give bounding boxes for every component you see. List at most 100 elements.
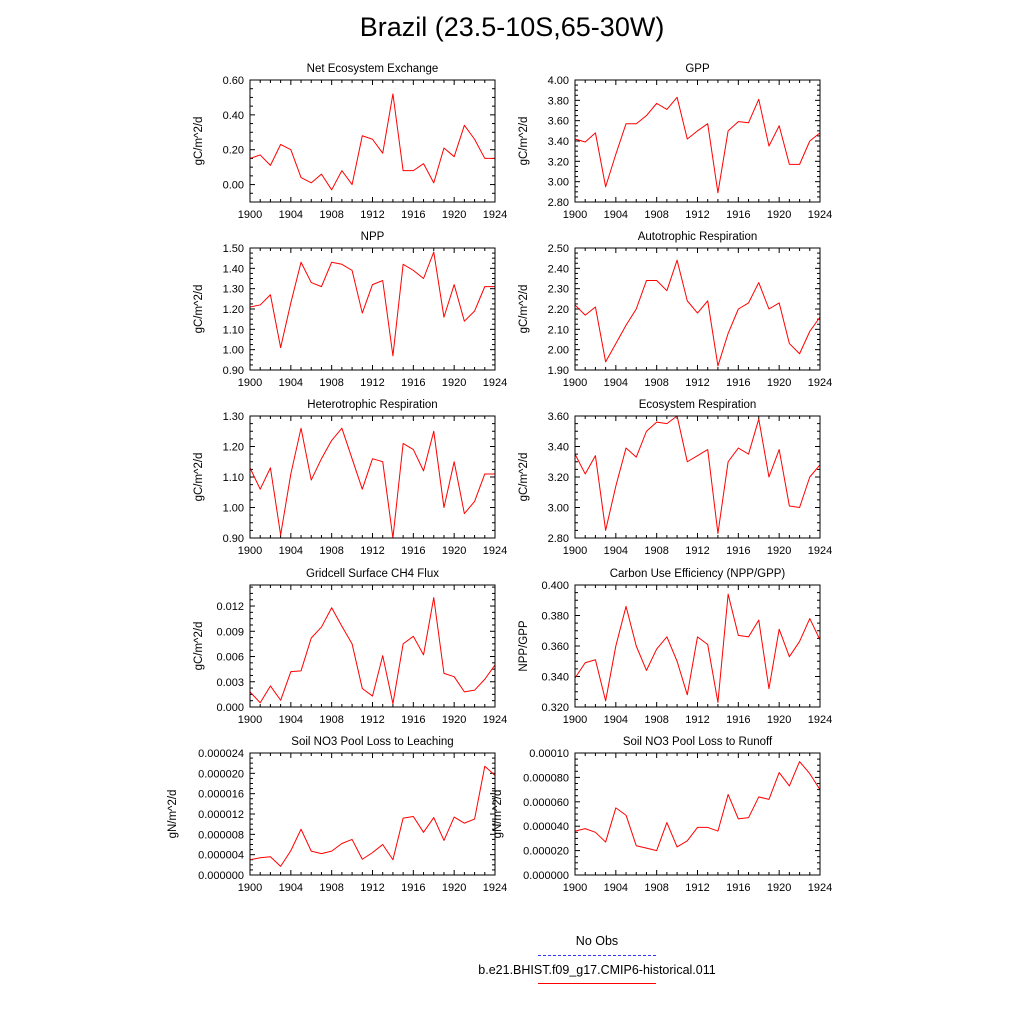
y-tick-label: 1.00 bbox=[223, 503, 244, 515]
y-tick-label: 0.340 bbox=[541, 672, 569, 684]
x-tick-label: 1900 bbox=[563, 882, 587, 894]
plot-frame bbox=[249, 584, 496, 708]
x-tick-label: 1900 bbox=[238, 714, 262, 726]
series-line bbox=[574, 761, 821, 852]
x-tick-label: 1908 bbox=[644, 545, 668, 557]
x-tick-label: 1912 bbox=[360, 882, 384, 894]
y-tick-label: 0.90 bbox=[223, 533, 244, 545]
y-tick-label: 1.30 bbox=[223, 411, 244, 423]
x-tick-label: 1912 bbox=[685, 714, 709, 726]
x-tick-label: 1920 bbox=[767, 545, 791, 557]
x-tick-label: 1908 bbox=[319, 882, 343, 894]
x-tick-label: 1908 bbox=[319, 377, 343, 389]
y-tick-label: 0.000020 bbox=[523, 846, 569, 858]
y-tick-label: 0.000000 bbox=[523, 870, 569, 882]
chart-title: Gridcell Surface CH4 Flux bbox=[306, 568, 439, 580]
chart-panel-3: NPP gC/m^2/d 0.90 1.00 1.10 1.20 1.30 1.40 1.50 1… bbox=[193, 231, 507, 389]
x-tick-label: 1900 bbox=[238, 209, 262, 221]
y-tick-label: 0.40 bbox=[223, 110, 244, 122]
y-axis-label: gC/m^2/d bbox=[518, 117, 530, 166]
x-tick-label: 1916 bbox=[726, 377, 750, 389]
x-tick-label: 1924 bbox=[483, 882, 507, 894]
x-tick-label: 1920 bbox=[767, 377, 791, 389]
series-line bbox=[249, 251, 495, 357]
chart-panel-8: Carbon Use Efficiency (NPP/GPP) NPP/GPP 0.… bbox=[518, 568, 832, 726]
y-tick-label: 0.000004 bbox=[198, 850, 244, 862]
x-tick-label: 1912 bbox=[360, 209, 384, 221]
y-tick-label: 0.360 bbox=[541, 641, 569, 653]
y-tick-label: 0.000040 bbox=[523, 821, 569, 833]
y-tick-label: 1.40 bbox=[223, 263, 244, 275]
y-tick-label: 0.90 bbox=[223, 365, 244, 377]
x-tick-label: 1908 bbox=[644, 714, 668, 726]
x-tick-label: 1904 bbox=[279, 545, 303, 557]
y-tick-label: 2.40 bbox=[548, 263, 569, 275]
y-tick-label: 4.00 bbox=[548, 75, 569, 87]
y-tick-label: 0.000080 bbox=[523, 772, 569, 784]
y-tick-label: 0.380 bbox=[541, 611, 569, 623]
x-tick-label: 1924 bbox=[808, 377, 832, 389]
y-tick-label: 2.30 bbox=[548, 284, 569, 296]
y-tick-label: 2.80 bbox=[548, 197, 569, 209]
y-tick-label: 0.000000 bbox=[198, 870, 244, 882]
x-tick-label: 1912 bbox=[360, 714, 384, 726]
y-tick-label: 1.20 bbox=[223, 304, 244, 316]
y-tick-label: 0.00010 bbox=[529, 748, 569, 760]
x-tick-label: 1912 bbox=[360, 545, 384, 557]
y-tick-label: 1.10 bbox=[223, 472, 244, 484]
y-tick-label: 0.000024 bbox=[198, 748, 244, 760]
x-tick-label: 1904 bbox=[279, 377, 303, 389]
x-tick-label: 1916 bbox=[726, 882, 750, 894]
y-tick-label: 3.40 bbox=[548, 136, 569, 148]
legend-obs-label: No Obs bbox=[575, 934, 619, 948]
x-tick-label: 1904 bbox=[604, 545, 628, 557]
x-tick-label: 1920 bbox=[767, 714, 791, 726]
x-tick-label: 1900 bbox=[563, 545, 587, 557]
y-tick-label: 2.00 bbox=[548, 345, 569, 357]
y-tick-label: 1.20 bbox=[223, 442, 244, 454]
x-tick-label: 1912 bbox=[685, 377, 709, 389]
x-tick-label: 1924 bbox=[808, 714, 832, 726]
figure-title: Brazil (23.5-10S,65-30W) bbox=[359, 12, 665, 42]
x-tick-label: 1908 bbox=[644, 882, 668, 894]
y-tick-label: 0.000 bbox=[216, 702, 244, 714]
x-tick-label: 1920 bbox=[767, 209, 791, 221]
y-tick-label: 0.00 bbox=[223, 180, 244, 192]
x-tick-label: 1920 bbox=[442, 714, 466, 726]
y-tick-label: 0.000012 bbox=[198, 809, 244, 821]
plot-frame bbox=[249, 415, 496, 539]
x-tick-label: 1904 bbox=[279, 209, 303, 221]
x-tick-label: 1924 bbox=[808, 209, 832, 221]
chart-panel-10: Soil NO3 Pool Loss to Runoff gN/m^2/d 0.00… bbox=[492, 736, 832, 894]
y-tick-label: 2.10 bbox=[548, 324, 569, 336]
chart-title: Autotrophic Respiration bbox=[638, 231, 758, 243]
y-tick-label: 0.320 bbox=[541, 702, 569, 714]
y-tick-label: 3.40 bbox=[548, 442, 569, 454]
x-tick-label: 1912 bbox=[685, 209, 709, 221]
y-tick-label: 2.50 bbox=[548, 243, 569, 255]
legend-run-label: b.e21.BHIST.f09_g17.CMIP6-historical.011 bbox=[478, 963, 716, 977]
x-tick-label: 1916 bbox=[726, 714, 750, 726]
x-tick-label: 1912 bbox=[685, 545, 709, 557]
y-tick-label: 0.000016 bbox=[198, 789, 244, 801]
y-tick-label: 1.50 bbox=[223, 243, 244, 255]
x-tick-label: 1924 bbox=[483, 545, 507, 557]
y-tick-label: 3.00 bbox=[548, 177, 569, 189]
x-tick-label: 1920 bbox=[442, 377, 466, 389]
x-tick-label: 1908 bbox=[319, 545, 343, 557]
x-tick-label: 1904 bbox=[604, 714, 628, 726]
y-tick-label: 3.00 bbox=[548, 503, 569, 515]
x-tick-label: 1912 bbox=[685, 882, 709, 894]
x-tick-label: 1908 bbox=[319, 714, 343, 726]
x-tick-label: 1916 bbox=[401, 714, 425, 726]
y-tick-label: 0.000020 bbox=[198, 768, 244, 780]
x-tick-label: 1916 bbox=[401, 545, 425, 557]
y-axis-label: gC/m^2/d bbox=[193, 117, 205, 166]
plot-frame bbox=[574, 584, 821, 708]
legend-run-line bbox=[538, 983, 656, 984]
y-axis-label: gC/m^2/d bbox=[518, 453, 530, 502]
chart-title: Ecosystem Respiration bbox=[639, 399, 757, 411]
chart-title: Heterotrophic Respiration bbox=[307, 399, 437, 411]
